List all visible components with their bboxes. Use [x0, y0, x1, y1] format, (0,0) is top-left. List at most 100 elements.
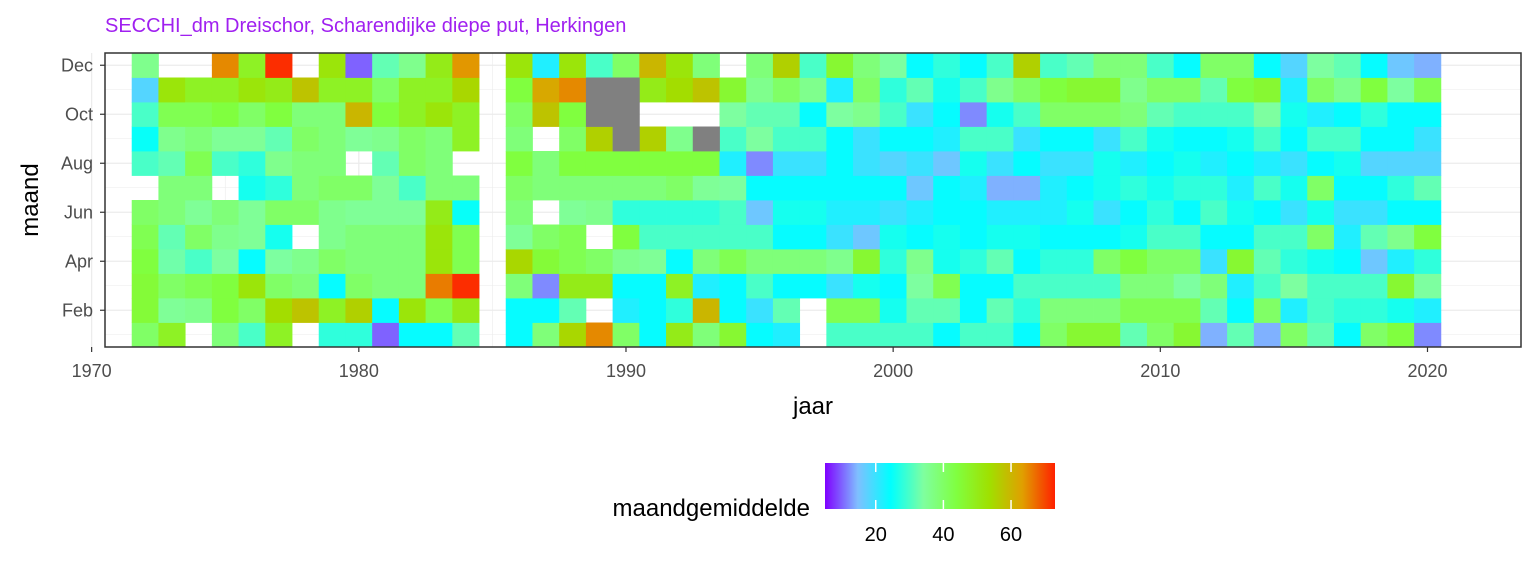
- heatmap-cell: [1200, 151, 1228, 176]
- heatmap-cell: [158, 273, 186, 299]
- heatmap-cell: [826, 102, 854, 127]
- heatmap-cell: [425, 175, 453, 201]
- heatmap-cell: [1307, 77, 1335, 103]
- heatmap-cell: [265, 77, 293, 103]
- heatmap-cell: [666, 249, 694, 274]
- heatmap-cell: [185, 126, 213, 152]
- heatmap-cell: [1360, 298, 1388, 323]
- heatmap-cell: [719, 102, 747, 127]
- heatmap-cell: [345, 200, 373, 225]
- heatmap-cell: [772, 273, 801, 299]
- heatmap-cell: [345, 298, 373, 323]
- heatmap-cell: [986, 53, 1014, 78]
- heatmap-cell: [826, 126, 854, 152]
- heatmap-cell: [345, 273, 373, 299]
- heatmap-cell: [425, 151, 453, 176]
- heatmap-cell: [1280, 77, 1308, 103]
- heatmap-cell: [692, 322, 720, 348]
- x-axis-title: jaar: [792, 393, 833, 420]
- heatmap-cell: [372, 273, 400, 299]
- heatmap-cell: [612, 298, 640, 323]
- heatmap-cell: [318, 298, 346, 323]
- heatmap-cell: [1360, 102, 1388, 127]
- heatmap-cell: [1387, 77, 1415, 103]
- heatmap-cell: [1013, 200, 1041, 225]
- heatmap-cell: [1173, 151, 1201, 176]
- heatmap-cell: [1227, 224, 1255, 250]
- heatmap-cell: [1280, 273, 1308, 299]
- heatmap-cell: [559, 322, 587, 348]
- heatmap-cell: [1414, 77, 1442, 103]
- heatmap-cell: [986, 151, 1014, 176]
- heatmap-cell: [1173, 53, 1201, 78]
- heatmap-cell: [799, 224, 827, 250]
- heatmap-cell: [959, 298, 988, 323]
- heatmap-cell: [585, 175, 614, 201]
- heatmap-cell: [666, 151, 694, 176]
- heatmap-cell: [692, 200, 720, 225]
- heatmap-cell: [505, 224, 533, 250]
- heatmap-cell: [1066, 151, 1094, 176]
- heatmap-cell: [1253, 175, 1281, 201]
- heatmap-cell: [986, 273, 1014, 299]
- heatmap-cell: [719, 126, 747, 152]
- heatmap-cell: [933, 224, 961, 250]
- heatmap-cell: [318, 102, 346, 127]
- heatmap-cell: [318, 175, 346, 201]
- heatmap-cell: [906, 249, 934, 274]
- heatmap-cell: [1040, 77, 1068, 103]
- heatmap-cell: [666, 298, 694, 323]
- heatmap-cell: [1200, 126, 1228, 152]
- heatmap-cell: [425, 53, 453, 78]
- heatmap-cell: [853, 151, 881, 176]
- heatmap-cell: [746, 298, 774, 323]
- heatmap-cell: [452, 175, 480, 201]
- heatmap-cell: [452, 298, 480, 323]
- heatmap-cell: [238, 102, 266, 127]
- heatmap-cell: [1307, 102, 1335, 127]
- heatmap-cell: [826, 77, 854, 103]
- heatmap-cell: [879, 102, 907, 127]
- heatmap-cell: [1307, 53, 1335, 78]
- heatmap-cell: [532, 53, 560, 78]
- heatmap-cell: [879, 224, 907, 250]
- heatmap-cell: [639, 224, 667, 250]
- heatmap-cell: [185, 200, 213, 225]
- heatmap-cell: [772, 322, 801, 348]
- heatmap-cell: [959, 77, 988, 103]
- heatmap-cell: [452, 77, 480, 103]
- heatmap-cell: [772, 77, 801, 103]
- heatmap-cell: [959, 126, 988, 152]
- heatmap-cell: [398, 175, 427, 201]
- heatmap-cell: [452, 273, 480, 299]
- legend-tick-label: 60: [1000, 524, 1022, 546]
- heatmap-cell: [1013, 273, 1041, 299]
- heatmap-cell: [879, 151, 907, 176]
- heatmap-cell: [398, 102, 427, 127]
- heatmap-cell: [1307, 322, 1335, 348]
- x-tick-label: 1980: [339, 361, 379, 381]
- heatmap-cell: [772, 200, 801, 225]
- heatmap-cell: [292, 102, 320, 127]
- plot-border: [104, 52, 1522, 348]
- heatmap-cell: [1360, 322, 1388, 348]
- heatmap-cell: [559, 298, 587, 323]
- heatmap-cell: [853, 322, 881, 348]
- heatmap-cell: [692, 53, 720, 78]
- heatmap-cell: [1333, 53, 1362, 78]
- heatmap-cell: [559, 249, 587, 274]
- heatmap-cell: [505, 273, 533, 299]
- heatmap-cell: [1120, 273, 1148, 299]
- heatmap-cell: [719, 151, 747, 176]
- heatmap-cell: [1120, 175, 1148, 201]
- heatmap-cell: [1093, 322, 1121, 348]
- heatmap-cell: [292, 77, 320, 103]
- heatmap-cell: [372, 200, 400, 225]
- heatmap-cell: [398, 126, 427, 152]
- heatmap-cell: [265, 53, 293, 78]
- heatmap-cell: [131, 126, 159, 152]
- heatmap-cell: [292, 273, 320, 299]
- heatmap-cell: [398, 273, 427, 299]
- heatmap-cell: [425, 224, 453, 250]
- heatmap-cell: [1414, 200, 1442, 225]
